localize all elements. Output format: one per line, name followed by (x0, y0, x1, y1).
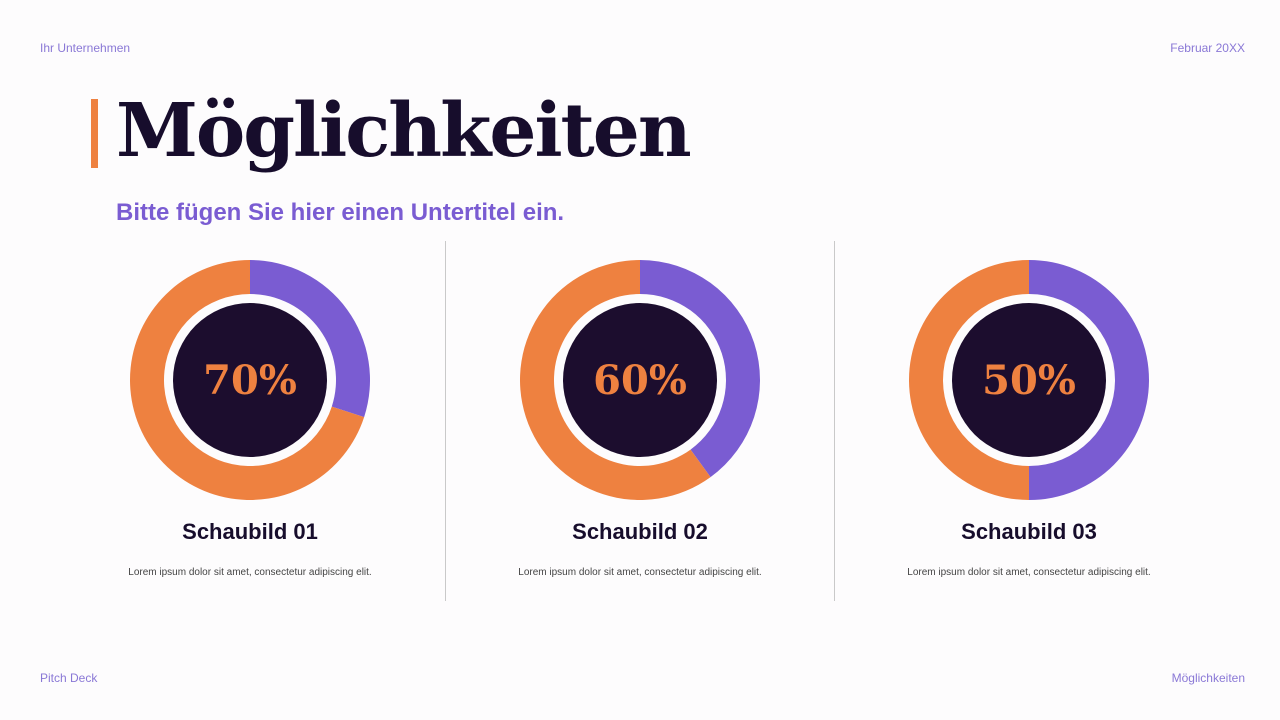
chart-description: Lorem ipsum dolor sit amet, consectetur … (518, 567, 762, 578)
footer-right: Möglichkeiten (1171, 671, 1245, 685)
divider (445, 241, 446, 601)
title-accent-bar (91, 99, 98, 168)
chart-title: Schaubild 02 (572, 519, 708, 544)
donut-percentage-label: 70% (203, 357, 297, 404)
page-subtitle: Bitte fügen Sie hier einen Untertitel ei… (116, 199, 565, 226)
donut-chart: 60% (520, 260, 761, 500)
donut-slice-purple (640, 260, 761, 478)
chart-title: Schaubild 03 (961, 519, 1097, 544)
donut-slice-purple (1029, 260, 1149, 500)
donut-slice-purple (250, 260, 370, 418)
chart-panel-1: 70% Schaubild 01 Lorem ipsum dolor sit a… (100, 259, 400, 578)
chart-title: Schaubild 01 (182, 519, 318, 544)
chart-description: Lorem ipsum dolor sit amet, consectetur … (128, 567, 372, 578)
company-name: Ihr Unternehmen (40, 41, 131, 55)
chart-panel-2: 60% Schaubild 02 Lorem ipsum dolor sit a… (490, 259, 790, 578)
donut-chart: 50% (909, 260, 1149, 500)
donut-slice-orange (909, 260, 1029, 500)
donut-center (563, 303, 717, 457)
footer-left: Pitch Deck (40, 671, 98, 685)
date: Februar 20XX (1170, 41, 1245, 55)
donut-percentage-label: 50% (982, 357, 1076, 404)
donut-slice-orange (520, 260, 711, 500)
donut-center (952, 303, 1106, 457)
donut-chart: 70% (130, 260, 370, 500)
chart-panel-3: 50% Schaubild 03 Lorem ipsum dolor sit a… (879, 259, 1179, 578)
donut-center (173, 303, 327, 457)
chart-description: Lorem ipsum dolor sit amet, consectetur … (907, 567, 1151, 578)
page-title: Möglichkeiten (116, 88, 692, 174)
donut-percentage-label: 60% (593, 357, 687, 404)
divider (834, 241, 835, 601)
